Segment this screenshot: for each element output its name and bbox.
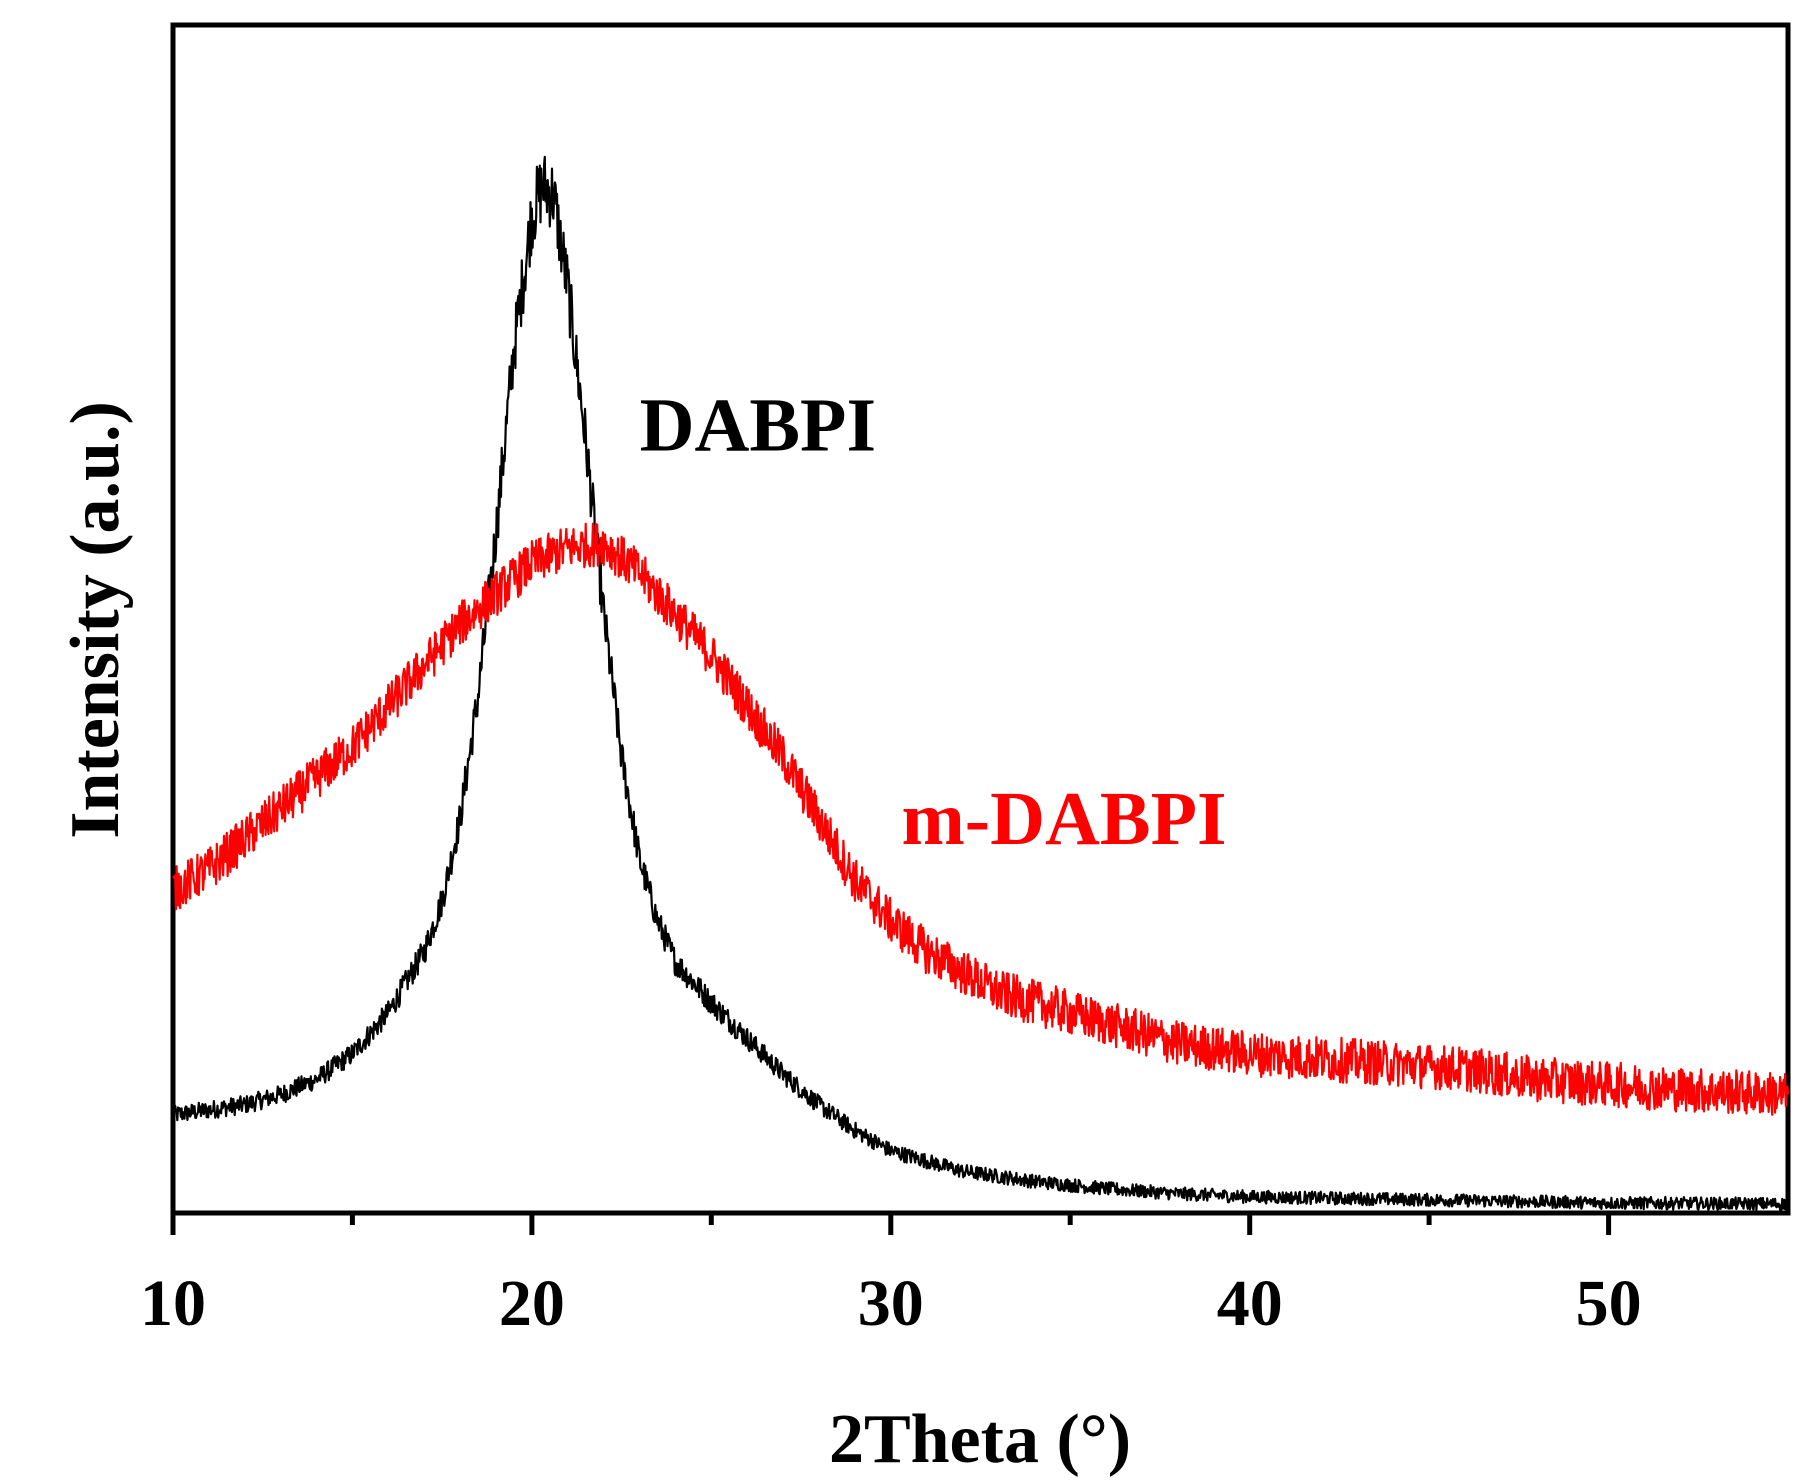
x-axis-title: 2Theta (°)	[829, 1401, 1131, 1478]
x-axis-tick-labels: 10 20 30 40 50	[140, 1267, 1642, 1340]
x-tick-label-20: 20	[499, 1267, 565, 1340]
plot-frame	[170, 22, 1791, 1216]
series-line-m-dabpi	[172, 522, 1790, 1116]
series-label-dabpi: DABPI	[640, 384, 876, 468]
series-label-m-dabpi: m-DABPI	[902, 777, 1227, 861]
x-tick-label-40: 40	[1217, 1267, 1283, 1340]
x-tick-label-10: 10	[140, 1267, 206, 1340]
series-line-dabpi	[171, 155, 1790, 1211]
series-labels: DABPI m-DABPI	[640, 384, 1227, 862]
series-layer	[171, 155, 1790, 1211]
y-axis-title: Intensity (a.u.)	[57, 401, 134, 839]
x-tick-label-30: 30	[858, 1267, 924, 1340]
x-axis-ticks	[170, 1213, 1612, 1235]
x-tick-label-50: 50	[1576, 1267, 1642, 1340]
